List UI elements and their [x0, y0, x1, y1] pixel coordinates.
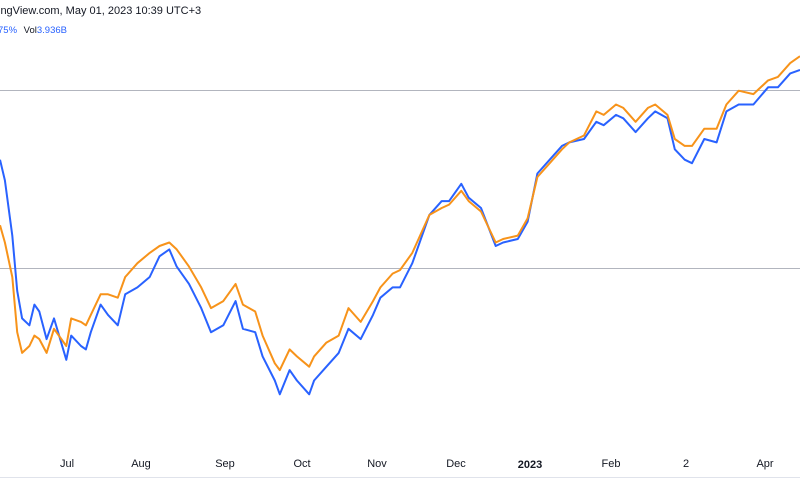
x-tick-label: 2023	[518, 459, 542, 471]
series-layer	[0, 55, 800, 396]
legend-volume-value: 3.936B	[36, 25, 67, 36]
x-tick-label: Jul	[60, 458, 74, 470]
x-axis-ticks: Jul Aug Sep Oct Nov Dec 2023 Feb 2 Apr	[60, 458, 774, 471]
legend-bar: 75% Vol3.936B	[0, 25, 67, 36]
series-line-blue	[0, 69, 800, 396]
legend-change-percent: 75%	[0, 25, 18, 36]
x-tick-label: Nov	[367, 458, 387, 470]
chart-watermark: ingView.com, May 01, 2023 10:39 UTC+3	[0, 5, 202, 17]
x-tick-label: Feb	[602, 458, 621, 470]
x-tick-label: Dec	[446, 458, 466, 470]
x-tick-label: Oct	[293, 458, 310, 470]
x-tick-label: 2	[683, 458, 689, 470]
x-tick-label: Sep	[215, 458, 235, 470]
series-line-orange	[0, 55, 800, 372]
legend-volume-label: Vol	[23, 25, 37, 36]
x-tick-label: Aug	[131, 458, 151, 470]
x-tick-label: Apr	[756, 458, 773, 470]
